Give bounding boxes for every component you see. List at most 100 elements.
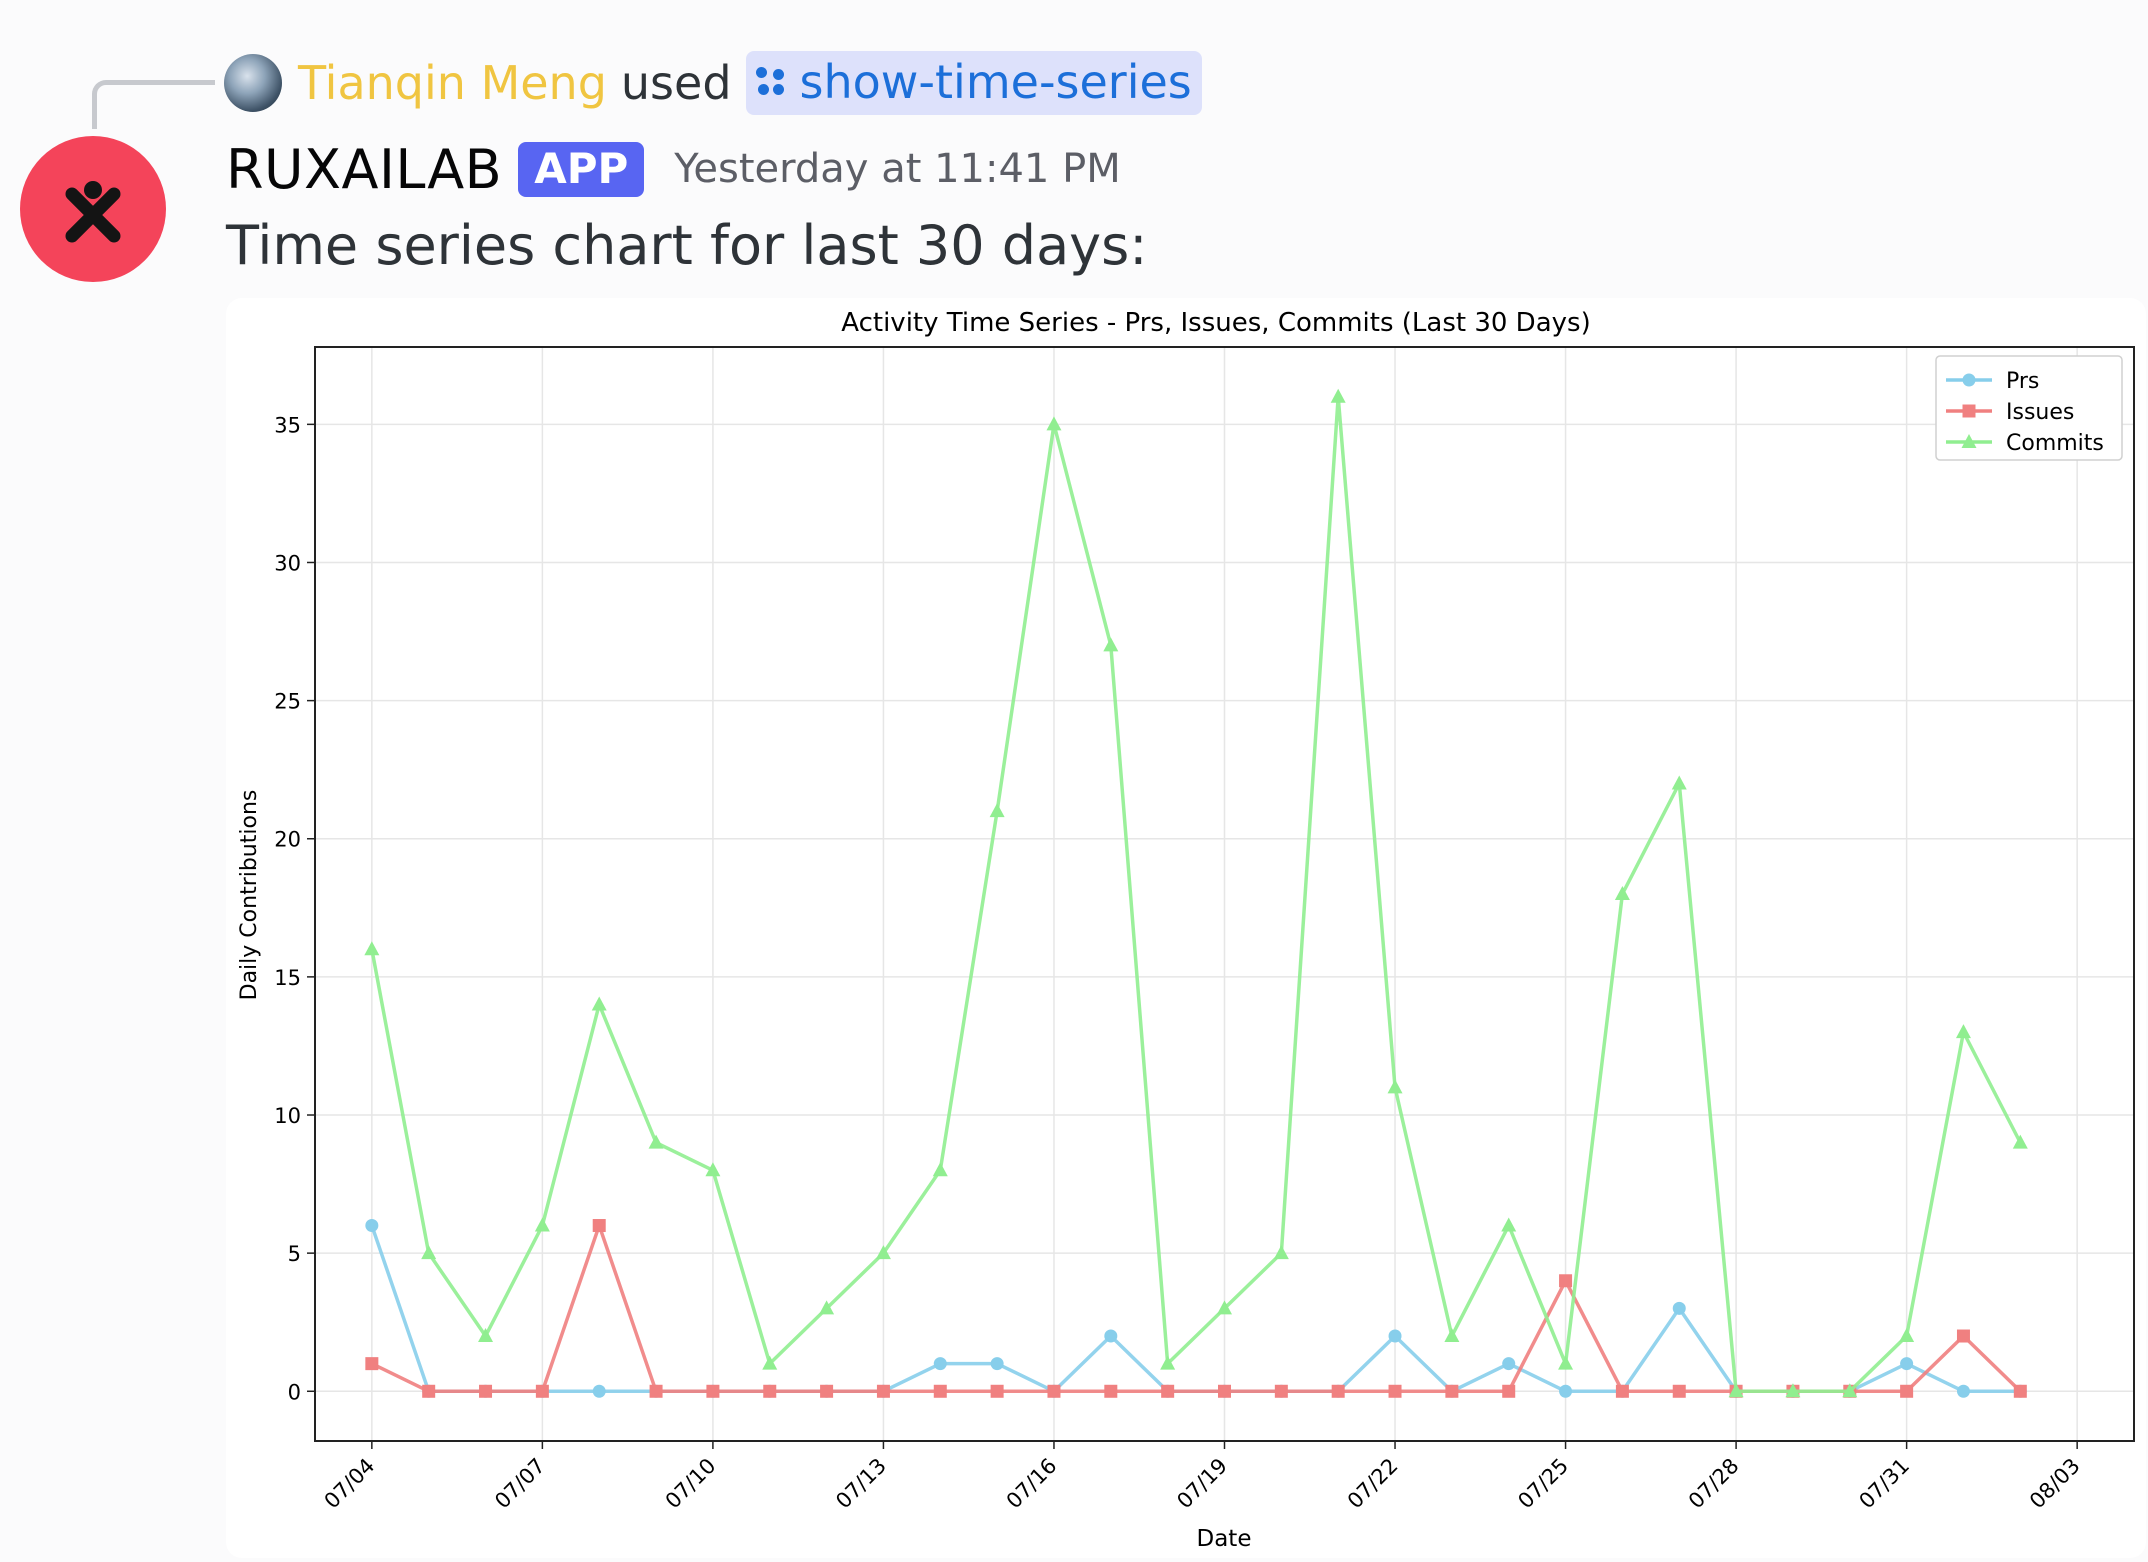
commits-point: [478, 1328, 494, 1343]
issues-point: [1615, 1384, 1629, 1398]
prs-point: [1104, 1329, 1118, 1343]
user-avatar[interactable]: [224, 54, 282, 112]
y-tick-label: 15: [274, 966, 301, 990]
commits-point: [932, 1162, 948, 1177]
commits-point: [1785, 1383, 1801, 1398]
series-line-commits: [370, 394, 2022, 1394]
time-series-chart: Activity Time Series - Prs, Issues, Comm…: [237, 308, 2135, 1552]
accessibility-icon: [65, 181, 121, 243]
x-tick-label: 07/28: [1684, 1454, 1744, 1514]
commits-point: [1671, 775, 1687, 790]
issues-point: [1161, 1384, 1175, 1398]
y-axis-label: Daily Contributions: [237, 790, 262, 1001]
issues-point: [876, 1384, 890, 1398]
reply-username[interactable]: Tianqin Meng: [298, 56, 607, 110]
commits-point: [1160, 1355, 1176, 1370]
issues-point: [1502, 1384, 1516, 1398]
plot-frame: [314, 346, 2135, 1442]
x-tick-label: 07/22: [1343, 1454, 1403, 1514]
commits-point: [421, 1245, 437, 1260]
commits-point: [364, 941, 380, 956]
command-name[interactable]: show-time-series: [799, 55, 1192, 109]
prs-point: [1956, 1384, 1970, 1398]
chart-image[interactable]: Activity Time Series - Prs, Issues, Comm…: [226, 298, 2146, 1558]
issues-point: [1445, 1384, 1459, 1398]
legend-label-issues: Issues: [2006, 400, 2074, 425]
issues-point: [365, 1357, 379, 1371]
commits-point: [1955, 1024, 1971, 1039]
app-command-icon: [755, 67, 786, 97]
commits-point: [1330, 388, 1346, 403]
commits-point: [875, 1245, 891, 1260]
legend-label-commits: Commits: [2006, 431, 2104, 456]
prs-point: [990, 1357, 1004, 1371]
issues-point: [1900, 1384, 1914, 1398]
x-tick-label: 07/13: [831, 1454, 891, 1514]
prs-point: [1388, 1329, 1402, 1343]
series-commits: [364, 388, 2028, 1398]
commits-point: [1273, 1245, 1289, 1260]
x-tick-label: 07/07: [490, 1454, 550, 1514]
x-tick-label: 07/31: [1854, 1454, 1914, 1514]
commits-point: [1444, 1328, 1460, 1343]
commits-point: [989, 803, 1005, 818]
y-tick-label: 25: [274, 690, 301, 714]
bot-avatar[interactable]: [20, 136, 166, 282]
bot-name[interactable]: RUXAILAB: [226, 137, 503, 201]
issues-point: [820, 1384, 834, 1398]
commits-point: [534, 1217, 550, 1232]
issues-point: [1047, 1384, 1061, 1398]
prs-point: [1559, 1384, 1573, 1398]
issues-point: [2013, 1384, 2027, 1398]
issues-point: [1388, 1384, 1402, 1398]
issues-point: [592, 1219, 606, 1233]
chart-legend: Prs Issues Commits: [1935, 355, 2123, 461]
x-tick-label: 07/25: [1513, 1454, 1573, 1514]
legend-marker-prs: [1962, 373, 1976, 387]
series-line-prs: [370, 1224, 2021, 1394]
commits-point: [1501, 1217, 1517, 1232]
prs-point: [933, 1357, 947, 1371]
issues-point: [763, 1384, 777, 1398]
prs-point: [365, 1219, 379, 1233]
commits-point: [1899, 1328, 1915, 1343]
x-tick-label: 08/03: [2025, 1454, 2085, 1514]
prs-point: [592, 1384, 606, 1398]
y-tick-label: 10: [274, 1104, 301, 1128]
issues-point: [1672, 1384, 1686, 1398]
commits-point: [591, 996, 607, 1011]
x-axis-label: Date: [1197, 1526, 1252, 1552]
issues-point: [535, 1384, 549, 1398]
series-line-issues: [371, 1223, 2022, 1394]
series-prs: [365, 1219, 2027, 1398]
x-tick-label: 07/04: [320, 1454, 380, 1514]
issues-point: [1104, 1384, 1118, 1398]
y-tick-label: 20: [274, 828, 301, 852]
y-tick-label: 5: [288, 1242, 301, 1266]
message-timestamp[interactable]: Yesterday at 11:41 PM: [674, 146, 1121, 192]
issues-point: [1956, 1329, 1970, 1343]
legend-label-prs: Prs: [2006, 369, 2039, 394]
issues-point: [1218, 1384, 1231, 1398]
command-pill[interactable]: show-time-series: [745, 51, 1202, 115]
chart-title: Activity Time Series - Prs, Issues, Comm…: [841, 308, 1590, 338]
issues-point: [990, 1384, 1004, 1398]
issues-point: [649, 1384, 663, 1398]
y-tick-label: 0: [288, 1380, 301, 1404]
reply-used-text: used: [620, 56, 732, 110]
issues-point: [706, 1384, 720, 1398]
reply-connector: [92, 80, 215, 129]
commits-point: [1387, 1079, 1403, 1094]
commits-point: [1842, 1383, 1858, 1398]
commits-point: [2012, 1134, 2028, 1149]
app-badge: APP: [518, 141, 645, 197]
x-tick-label: 07/16: [1002, 1454, 1062, 1514]
message-header: RUXAILAB APP Yesterday at 11:41 PM: [226, 136, 1121, 202]
commits-point: [1103, 637, 1119, 652]
issues-point: [1274, 1384, 1288, 1398]
prs-point: [1502, 1357, 1516, 1371]
reply-context[interactable]: Tianqin Meng used show-time-series: [224, 50, 1202, 116]
y-tick-label: 35: [274, 413, 301, 437]
x-tick-label: 07/19: [1172, 1454, 1232, 1514]
commits-point: [1558, 1355, 1574, 1370]
